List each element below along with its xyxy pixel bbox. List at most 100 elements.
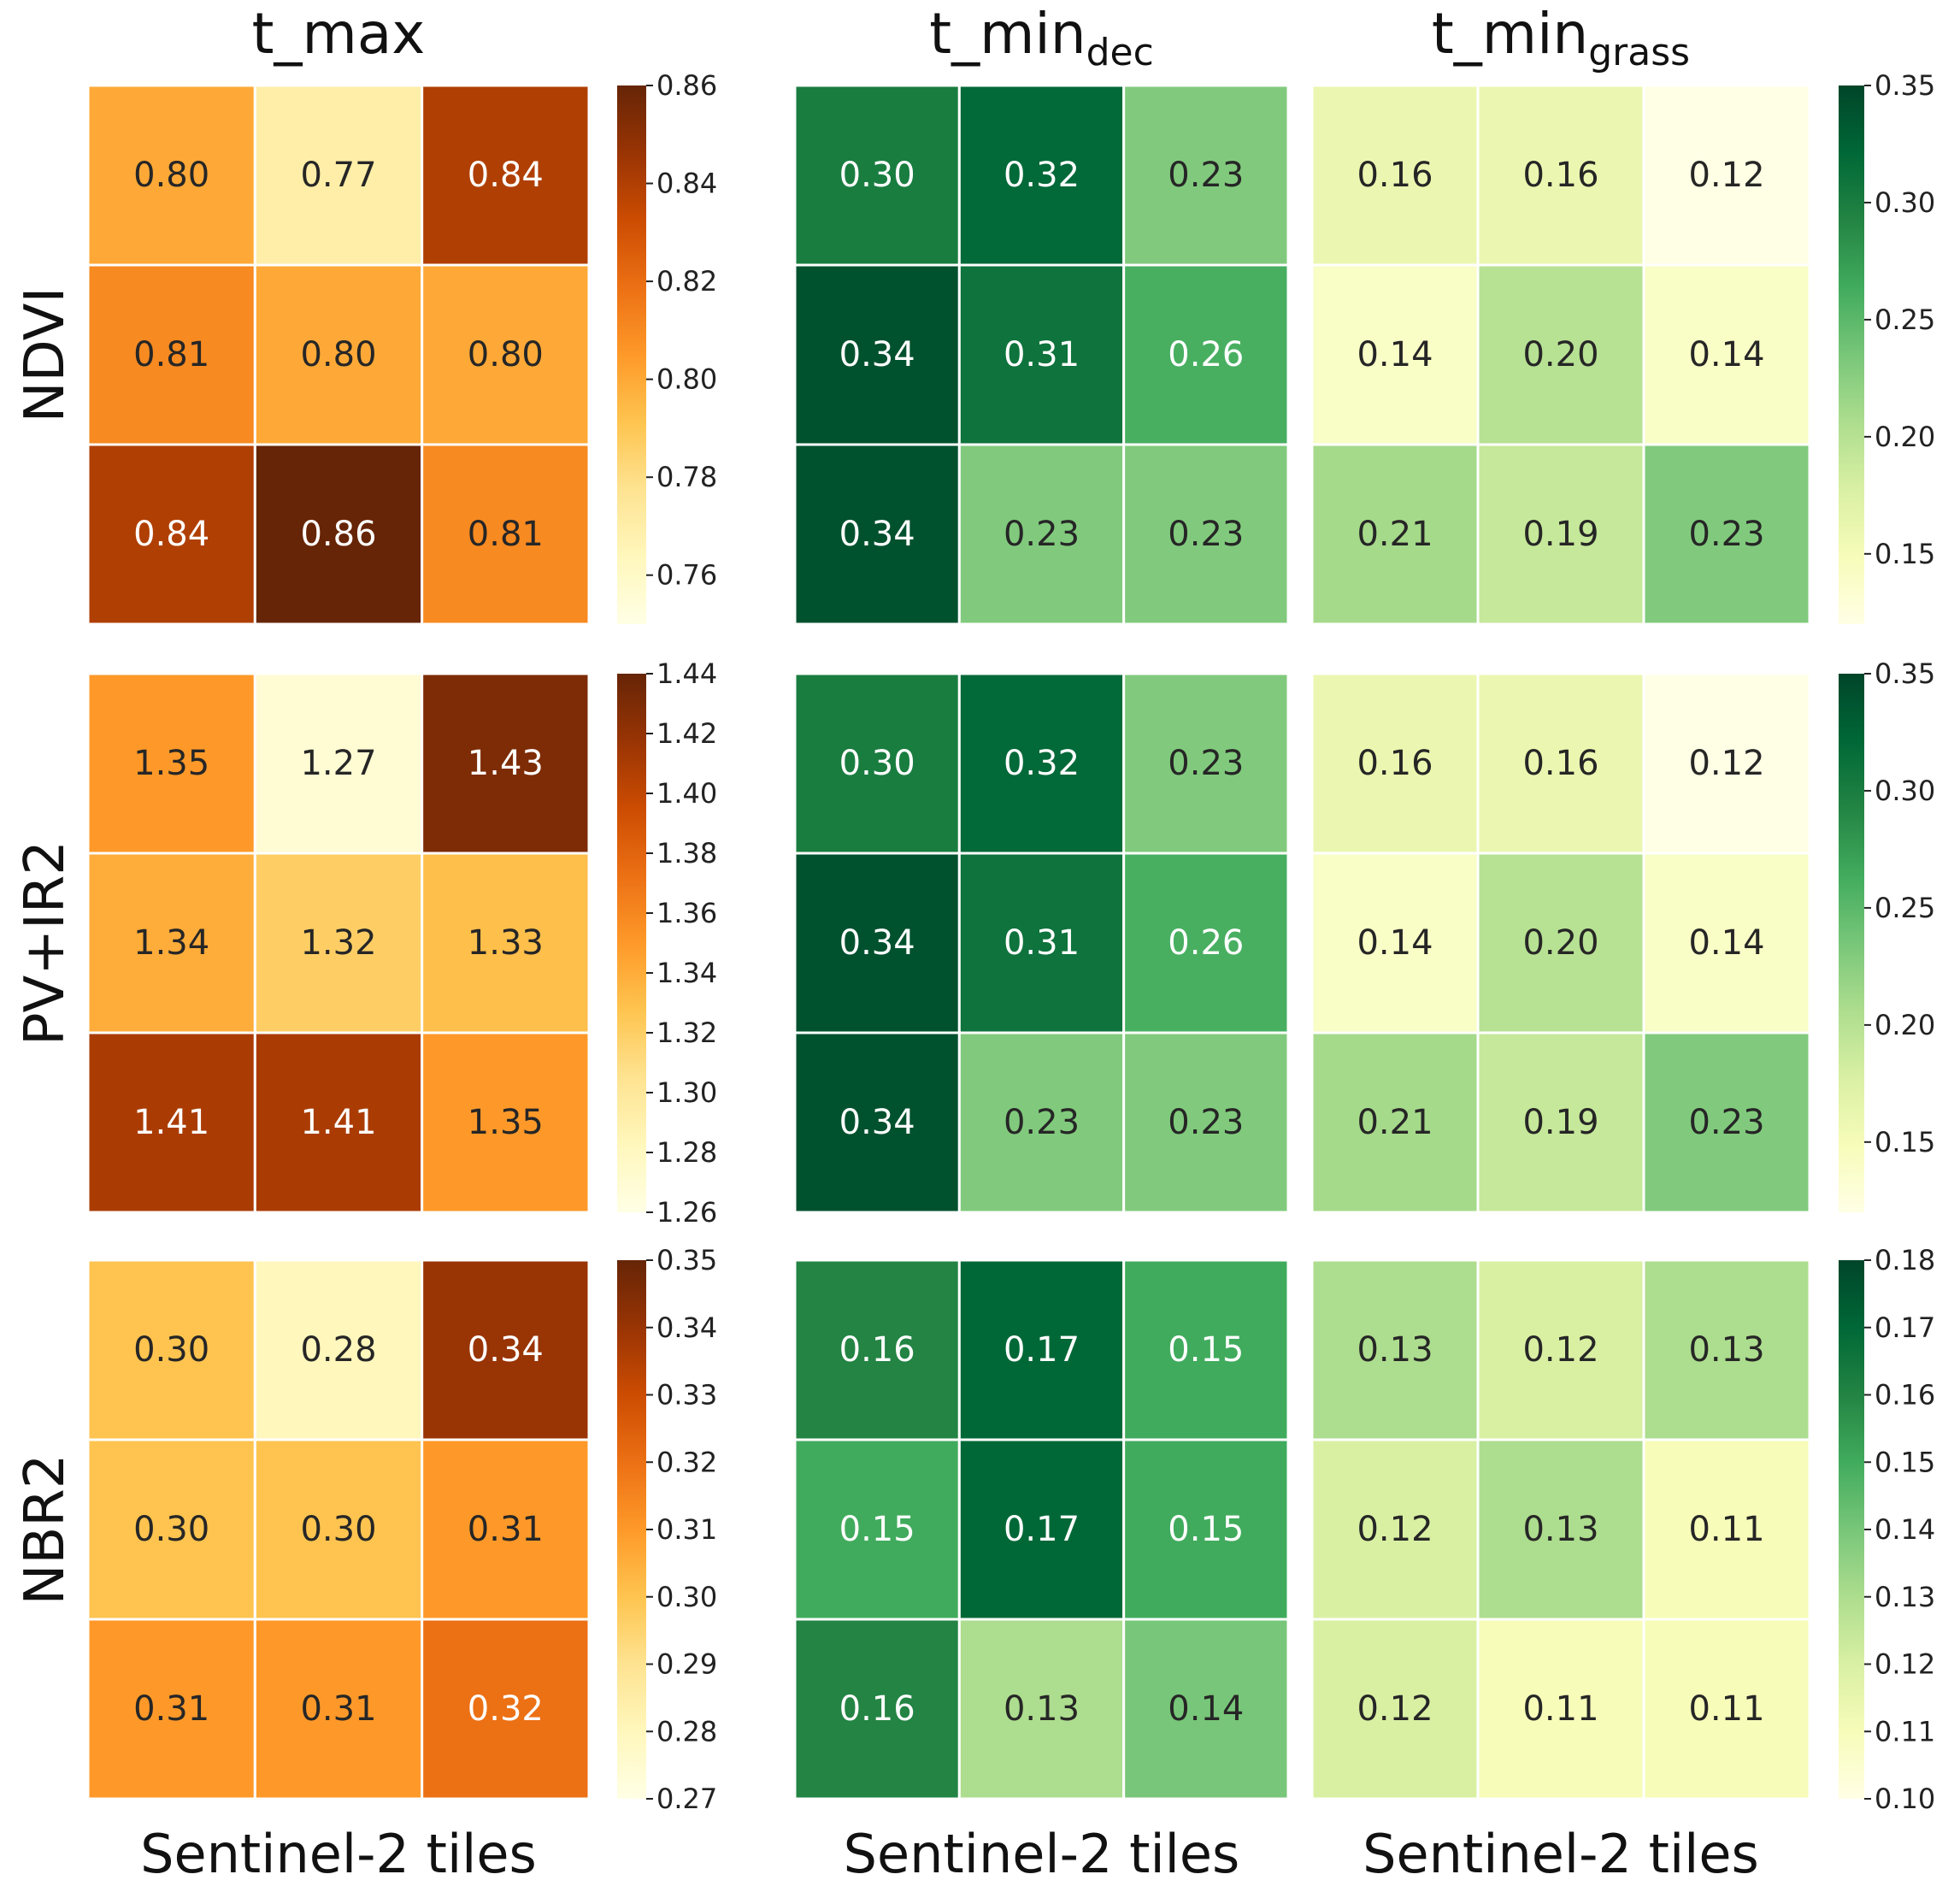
colorbar-tick-label: 1.42: [656, 717, 717, 750]
row-label-ndvi: NDVI: [14, 287, 77, 423]
cell-value-label: 0.31: [1004, 923, 1080, 963]
colorbar-tick-label: 0.31: [656, 1513, 717, 1546]
cell-value-label: 0.32: [468, 1689, 544, 1729]
colorbar-tick-label: 0.29: [656, 1648, 717, 1681]
colorbar-tick-label: 0.15: [1875, 1446, 1935, 1478]
cell-value-label: 0.28: [300, 1330, 376, 1370]
colorbar-tick-label: 0.84: [656, 168, 717, 200]
colorbar-tick-label: 0.25: [1875, 892, 1935, 924]
cell-value-label: 0.84: [133, 515, 209, 554]
cell-value-label: 0.30: [839, 156, 915, 195]
colorbar-tick-label: 0.34: [656, 1311, 717, 1344]
cell-value-label: 0.12: [1357, 1689, 1433, 1729]
colorbar-green: [1839, 85, 1864, 624]
cell-value-label: 0.13: [1004, 1689, 1080, 1729]
cell-value-label: 0.16: [1522, 156, 1598, 195]
cell-value-label: 0.14: [1688, 923, 1764, 963]
colorbar-tick-label: 1.32: [656, 1017, 717, 1049]
cell-value-label: 1.35: [468, 1103, 544, 1142]
cell-value-label: 0.30: [133, 1510, 209, 1549]
cell-value-label: 0.12: [1522, 1330, 1598, 1370]
cell-value-label: 0.31: [468, 1510, 544, 1549]
cell-value-label: 0.14: [1688, 335, 1764, 374]
column-title-tmingrass: t_mingrass: [1432, 1, 1690, 74]
colorbar-tick-label: 0.33: [656, 1379, 717, 1412]
cell-value-label: 0.12: [1688, 156, 1764, 195]
column-title-main: t_min: [1432, 1, 1588, 67]
cell-value-label: 0.32: [1004, 744, 1080, 783]
cell-value-label: 1.32: [300, 923, 376, 963]
colorbar-tick-label: 0.15: [1875, 1126, 1935, 1158]
cell-value-label: 0.17: [1004, 1510, 1080, 1549]
cell-value-label: 0.13: [1357, 1330, 1433, 1370]
cell-value-label: 0.13: [1688, 1330, 1764, 1370]
colorbar-tick-label: 1.36: [656, 897, 717, 929]
cell-value-label: 0.16: [1357, 156, 1433, 195]
cell-value-label: 0.16: [839, 1330, 915, 1370]
colorbar-tick-label: 1.38: [656, 837, 717, 869]
colorbar-tick-label: 0.35: [656, 1244, 717, 1276]
cell-value-label: 0.16: [1357, 744, 1433, 783]
colorbar-tick-label: 1.34: [656, 957, 717, 989]
x-axis-label-tmax: Sentinel-2 tiles: [140, 1823, 537, 1885]
cell-value-label: 0.81: [468, 515, 544, 554]
colorbar-orange: [617, 1260, 646, 1799]
cell-value-label: 1.34: [133, 923, 209, 963]
figure: t_max Sentinel-2 tiles t_mindec Sentinel-2 …: [0, 0, 1960, 1886]
cell-value-label: 0.16: [1522, 744, 1598, 783]
colorbar-orange: [617, 85, 646, 624]
colorbar-tick-label: 0.86: [656, 69, 717, 102]
cell-value-label: 0.17: [1004, 1330, 1080, 1370]
cell-value-label: 0.14: [1357, 335, 1433, 374]
row-label-nbr2: NBR2: [14, 1454, 77, 1606]
cell-value-label: 0.19: [1522, 1103, 1598, 1142]
colorbar-tick-label: 0.28: [656, 1715, 717, 1747]
cell-value-label: 1.35: [133, 744, 209, 783]
cell-value-label: 0.34: [839, 1103, 915, 1142]
cell-value-label: 0.23: [1004, 515, 1080, 554]
colorbar-tick-label: 0.35: [1875, 69, 1935, 102]
cell-value-label: 0.31: [1004, 335, 1080, 374]
row-label-pv-ir2: PV+IR2: [14, 840, 77, 1046]
colorbar-tick-label: 0.18: [1875, 1244, 1935, 1276]
cell-value-label: 0.26: [1168, 335, 1244, 374]
cell-value-label: 0.30: [839, 744, 915, 783]
colorbar-tick-label: 0.76: [656, 559, 717, 592]
cell-value-label: 1.33: [468, 923, 544, 963]
cell-value-label: 0.15: [1168, 1330, 1244, 1370]
cell-value-label: 0.12: [1688, 744, 1764, 783]
colorbar-green: [1839, 674, 1864, 1212]
colorbar-tick-label: 0.25: [1875, 304, 1935, 336]
colorbar-tick-label: 1.26: [656, 1196, 717, 1229]
cell-value-label: 0.13: [1522, 1510, 1598, 1549]
cell-value-label: 0.31: [300, 1689, 376, 1729]
cell-value-label: 0.23: [1168, 515, 1244, 554]
colorbar-tick-label: 1.28: [656, 1136, 717, 1169]
colorbar-tick-label: 1.30: [656, 1076, 717, 1109]
heatmap-grid-chart: t_max Sentinel-2 tiles t_mindec Sentinel-2 …: [0, 0, 1960, 1886]
cell-value-label: 0.80: [468, 335, 544, 374]
colorbar-tick-label: 0.30: [656, 1581, 717, 1613]
cell-value-label: 0.86: [300, 515, 376, 554]
cell-value-label: 0.21: [1357, 1103, 1433, 1142]
cell-value-label: 0.11: [1522, 1689, 1598, 1729]
cell-value-label: 0.15: [839, 1510, 915, 1549]
column-title-tmax: t_max: [252, 1, 426, 67]
column-title-tmindec: t_mindec: [929, 1, 1154, 74]
colorbar-tick-label: 0.32: [656, 1446, 717, 1478]
colorbar-tick-label: 0.80: [656, 363, 717, 396]
cell-value-label: 0.80: [300, 335, 376, 374]
colorbar-tick-label: 0.27: [656, 1783, 717, 1815]
cell-value-label: 0.15: [1168, 1510, 1244, 1549]
cell-value-label: 0.21: [1357, 515, 1433, 554]
cell-value-label: 0.32: [1004, 156, 1080, 195]
column-title-subscript: grass: [1588, 31, 1690, 74]
cell-value-label: 0.34: [839, 515, 915, 554]
colorbar-tick-label: 0.30: [1875, 775, 1935, 807]
column-title-main: t_min: [929, 1, 1086, 67]
cell-value-label: 0.34: [839, 335, 915, 374]
x-axis-label-tmindec: Sentinel-2 tiles: [844, 1823, 1240, 1885]
cell-value-label: 0.26: [1168, 923, 1244, 963]
colorbar-tick-label: 0.15: [1875, 538, 1935, 570]
cell-value-label: 0.84: [468, 156, 544, 195]
